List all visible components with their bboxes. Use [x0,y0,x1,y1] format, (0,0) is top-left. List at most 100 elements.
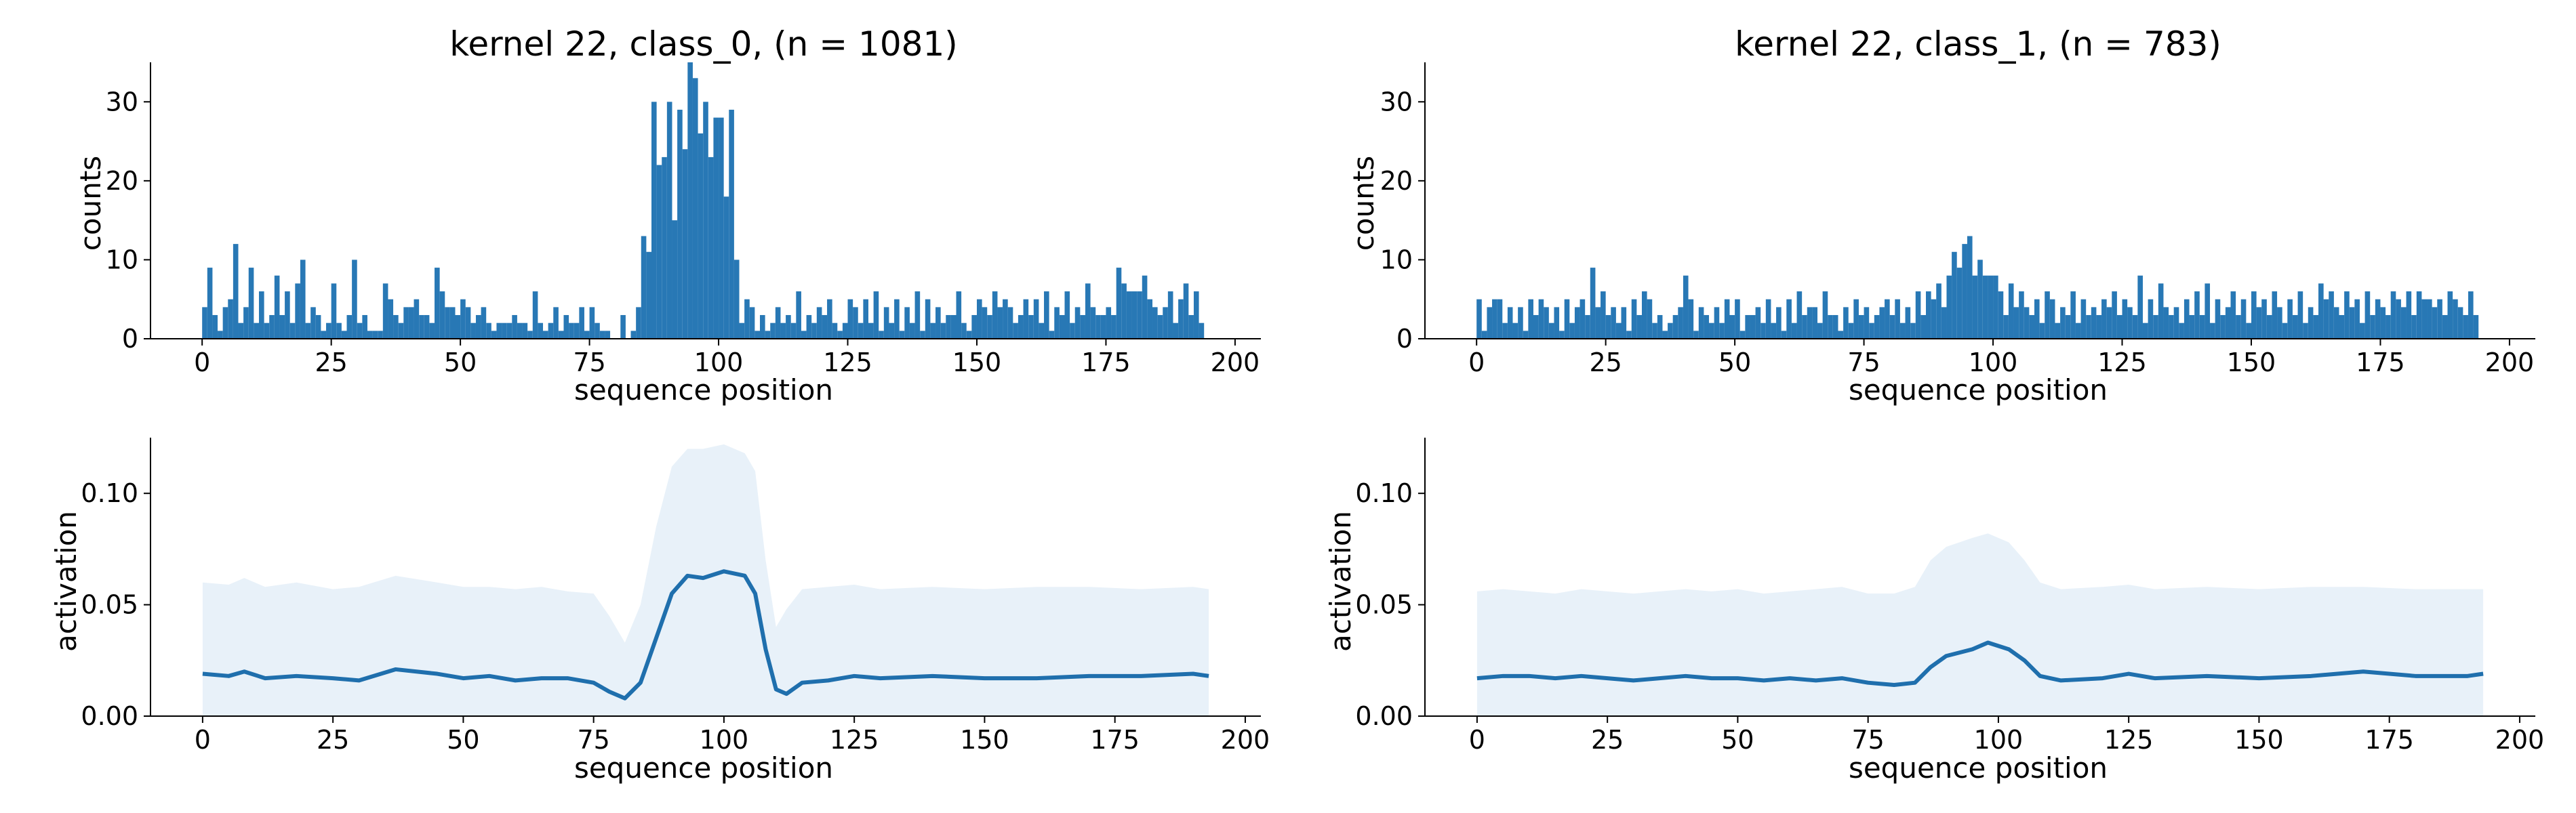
bar [305,322,311,339]
bar [879,331,884,339]
bar [1729,315,1735,339]
bar [889,322,895,339]
y-tick-label: 0.00 [1355,701,1413,731]
bar [1822,291,1828,339]
bar [1719,322,1725,339]
bar [1786,299,1792,339]
bar [1946,275,1952,339]
bar [1982,275,1988,339]
chart-title: kernel 22, class_0, (n = 1081) [449,24,958,64]
bar [429,322,435,339]
bar [1013,322,1018,339]
y-tick-label: 0 [1396,324,1413,354]
bar [522,322,528,339]
bar [754,331,760,339]
bar [1533,315,1539,339]
bar [274,275,280,339]
bar [2169,315,2174,339]
bar [2421,299,2428,339]
y-axis-label: activation [1324,511,1357,652]
bar [435,268,440,339]
x-tick-label: 0 [1469,725,1485,755]
bar [1672,315,1678,339]
bar [1988,275,1994,339]
bar [2277,307,2282,339]
bar [2468,291,2474,339]
bar [439,291,445,339]
bar [2029,315,2034,339]
bar [2122,299,2128,339]
bar [2096,315,2102,339]
bar [858,322,864,339]
bar [2101,299,2107,339]
bar [1554,307,1560,339]
bar [1116,268,1122,339]
bar [1023,299,1029,339]
bar [2116,315,2122,339]
bar [662,157,667,339]
y-tick-label: 10 [106,245,138,274]
bar [2236,315,2241,339]
bar [1590,268,1596,339]
bar [1611,307,1616,339]
bar [300,259,306,339]
bar [971,315,977,339]
bar [2396,299,2401,339]
bar [796,291,801,339]
bar [1647,299,1653,339]
x-tick-label: 175 [2356,348,2405,377]
bar [2127,307,2133,339]
bar [1595,307,1601,339]
bar [2266,315,2272,339]
histogram-class-1: kernel 22, class_1, (n = 783) 0 25 50 75 100… [1347,24,2535,406]
bar [1760,322,1766,339]
bar [2323,299,2329,339]
bar [1126,291,1132,339]
bar [1095,315,1101,339]
bar [2406,291,2412,339]
bar [2313,315,2319,339]
bar [827,299,832,339]
bar [775,307,781,339]
bar [1998,291,2004,339]
bar [992,291,998,339]
bar [1843,307,1849,339]
bar [853,307,858,339]
bar [1967,236,1973,339]
x-axis-label: sequence position [574,751,833,785]
bar [228,299,233,339]
bar [481,307,487,339]
bar [2416,291,2422,339]
axes-group: 0 25 50 75 100 125 150 175 200 0.00 0.05 0.10 [81,438,1270,755]
x-tick-label: 200 [2495,725,2545,755]
bar [1152,307,1158,339]
bar [2070,291,2076,339]
bar [512,315,517,339]
bar [780,322,786,339]
bar [2427,299,2432,339]
bar [2272,291,2278,339]
bar [388,299,394,339]
bars-group [1476,236,2479,339]
activation-class-0: 0 25 50 75 100 125 150 175 200 0.00 0.05 0.10 seque… [49,438,1270,785]
bar [1745,315,1750,339]
bar [222,307,228,339]
bar [1641,291,1647,339]
bar [672,220,678,339]
bar [367,331,373,339]
bar [248,268,254,339]
bar [966,331,972,339]
bar [1899,322,1906,339]
bar [641,236,647,339]
bar [279,315,285,339]
bar [2189,315,2195,339]
bar [207,268,213,339]
bar [1106,307,1112,339]
bar [2194,291,2200,339]
x-tick-label: 200 [1211,348,1260,377]
bar [1652,322,1657,339]
y-tick-label: 0.05 [81,590,138,620]
bar [486,322,491,339]
bar [1704,315,1710,339]
bar [2060,307,2066,339]
